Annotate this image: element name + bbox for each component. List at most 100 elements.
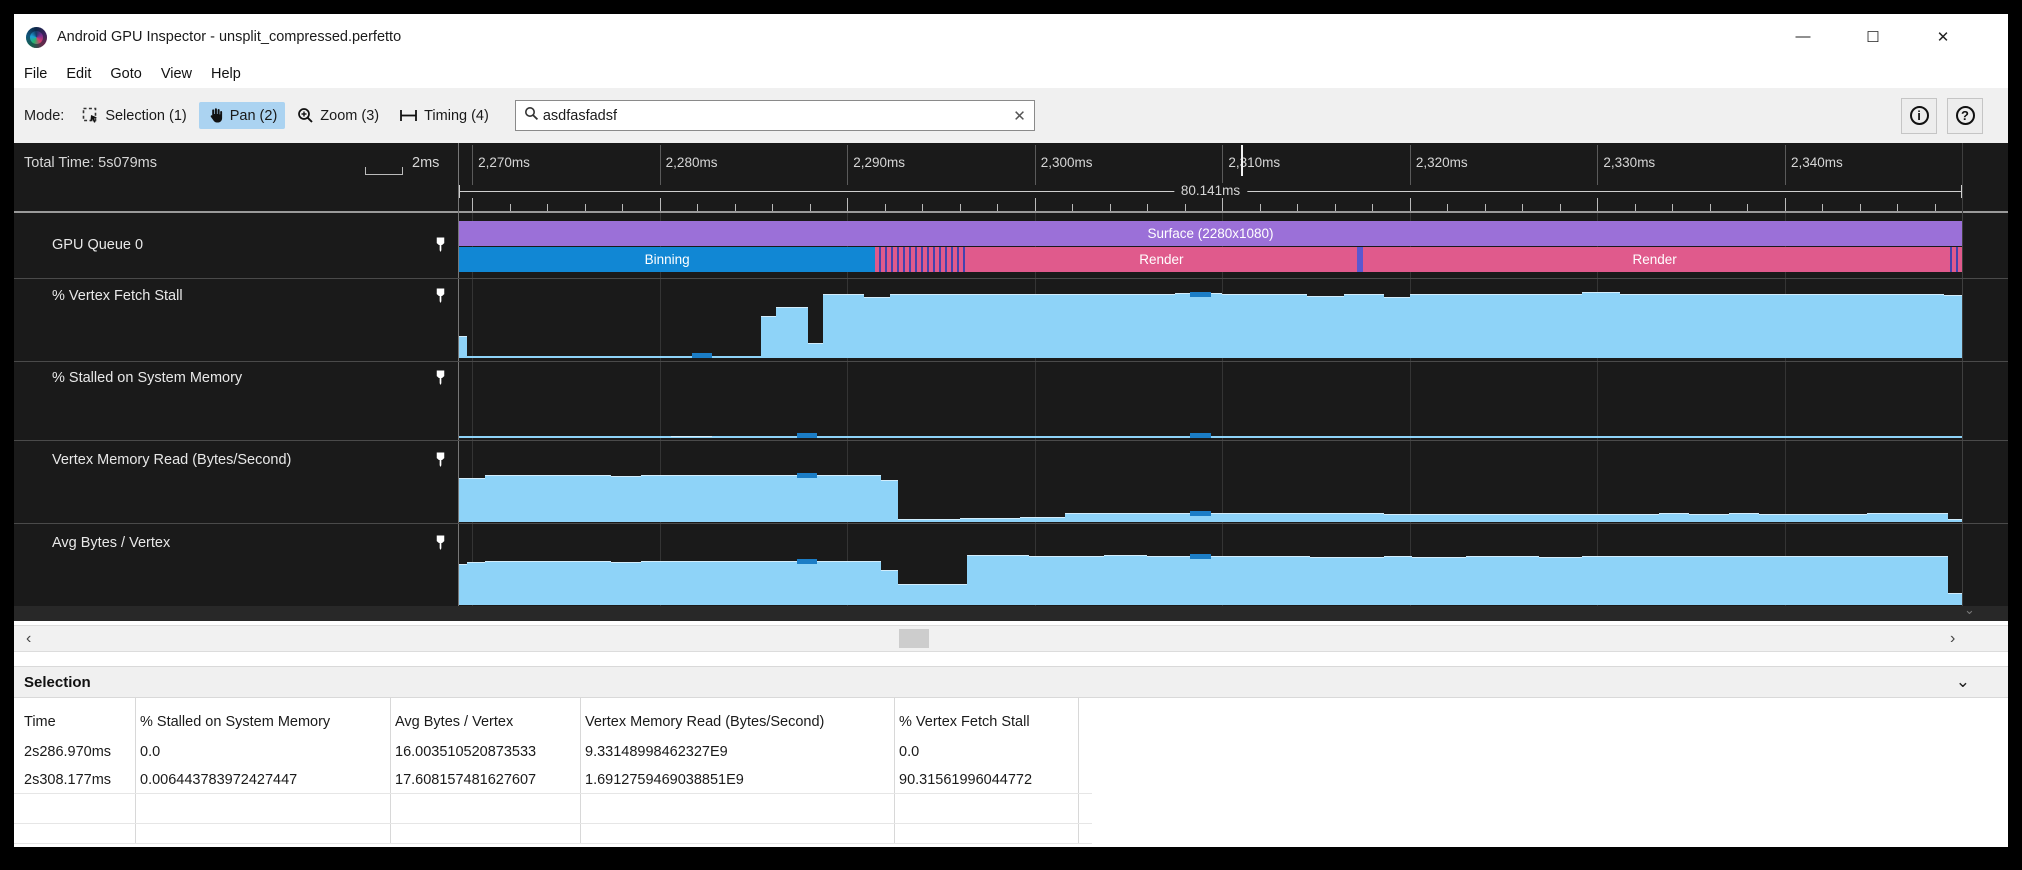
counter-step[interactable] [715, 475, 745, 522]
counter-step[interactable] [897, 519, 960, 522]
table-row-cell[interactable]: 17.608157481627607 [395, 772, 537, 788]
counter-step[interactable] [459, 564, 467, 605]
counter-step[interactable] [1859, 294, 1945, 358]
counter-step[interactable] [466, 562, 486, 605]
counter-step[interactable] [959, 518, 1020, 522]
counter-step[interactable] [1582, 556, 1660, 605]
pin-icon[interactable] [433, 237, 448, 254]
counter-step[interactable] [1310, 557, 1384, 605]
counter-step[interactable] [485, 475, 611, 522]
counter-step[interactable] [1064, 513, 1236, 522]
counter-step[interactable] [1147, 556, 1311, 605]
counter-step[interactable] [1944, 295, 1962, 358]
counter-step[interactable] [1539, 557, 1583, 605]
counter-step[interactable] [670, 436, 713, 438]
mode-selection-button[interactable]: Selection (1) [74, 102, 194, 129]
counter-step[interactable] [864, 297, 891, 358]
counter-step[interactable] [1466, 556, 1540, 605]
slice-surface[interactable]: Surface (2280x1080) [459, 221, 1962, 246]
counter-step[interactable] [775, 307, 808, 358]
slice-binning[interactable]: Binning [459, 247, 876, 272]
scrollbar-thumb[interactable] [899, 629, 929, 648]
counter-step[interactable] [967, 555, 1030, 605]
clear-search-icon[interactable]: ✕ [1013, 107, 1026, 125]
counter-step[interactable] [1619, 294, 1673, 358]
counter-step[interactable] [1383, 556, 1412, 605]
menu-file[interactable]: File [24, 66, 48, 82]
counter-step[interactable] [459, 336, 467, 358]
counter-step[interactable] [1728, 556, 1785, 605]
menu-help[interactable]: Help [210, 66, 241, 82]
counter-step[interactable] [1784, 294, 1860, 358]
table-row-cell[interactable]: 2s286.970ms [24, 744, 112, 760]
table-row-cell[interactable]: 0.0 [899, 744, 920, 760]
counter-track-2[interactable] [459, 366, 1962, 438]
mode-timing-button[interactable]: Timing (4) [391, 102, 497, 129]
counter-step[interactable] [1948, 593, 1962, 605]
table-row-cell[interactable]: 1.6912759469038851E9 [585, 772, 744, 788]
col-header-avg-bytes[interactable]: Avg Bytes / Vertex [395, 714, 514, 730]
counter-step[interactable] [1758, 514, 1868, 522]
slice-render[interactable]: Render [965, 247, 1358, 272]
counter-step[interactable] [1409, 294, 1583, 358]
counter-step[interactable] [1867, 556, 1949, 605]
counter-step[interactable] [1659, 513, 1690, 522]
pin-icon[interactable] [433, 535, 448, 552]
counter-step[interactable] [1175, 293, 1223, 358]
counter-step[interactable] [1728, 513, 1759, 522]
col-header-vfs[interactable]: % Vertex Fetch Stall [899, 714, 1030, 730]
counter-step[interactable] [760, 316, 776, 358]
slice-striped[interactable] [1946, 247, 1962, 272]
counter-step[interactable] [897, 584, 968, 605]
info-button[interactable]: i [1901, 97, 1937, 134]
table-row-cell[interactable]: 16.003510520873533 [395, 744, 537, 760]
counter-step[interactable] [485, 561, 611, 605]
pin-icon[interactable] [433, 370, 448, 387]
horizontal-scrollbar[interactable]: ‹ › [14, 625, 2008, 652]
counter-step[interactable] [1672, 294, 1785, 358]
counter-step[interactable] [459, 478, 486, 522]
pin-icon[interactable] [433, 288, 448, 305]
counter-step[interactable] [744, 561, 881, 605]
counter-step[interactable] [1104, 555, 1148, 605]
counter-step[interactable] [1019, 517, 1065, 522]
counter-track-1[interactable] [459, 283, 1962, 358]
menu-view[interactable]: View [160, 66, 192, 82]
counter-step[interactable] [1659, 556, 1729, 605]
counter-step[interactable] [1278, 294, 1307, 358]
counter-step[interactable] [1235, 513, 1384, 522]
table-row-cell[interactable]: 0.0 [140, 744, 161, 760]
counter-step[interactable] [1689, 514, 1729, 522]
counter-step[interactable] [822, 294, 865, 358]
timeline-panel[interactable]: 2,270ms 2,280ms 2,290ms 2,300ms 2,310ms 2,320… [14, 143, 2008, 621]
slice-divider[interactable] [1357, 247, 1363, 272]
close-button[interactable]: ✕ [1936, 29, 1950, 46]
slice-striped[interactable] [875, 247, 966, 272]
counter-step[interactable] [1222, 294, 1279, 358]
counter-step[interactable] [1383, 514, 1660, 522]
counter-step[interactable] [1784, 556, 1868, 605]
scroll-right-arrow-icon[interactable]: › [1950, 629, 1956, 647]
table-row-cell[interactable]: 2s308.177ms [24, 772, 112, 788]
search-input[interactable] [538, 107, 1014, 124]
counter-step[interactable] [744, 475, 881, 522]
menu-goto[interactable]: Goto [110, 66, 142, 82]
counter-step[interactable] [1344, 294, 1384, 358]
help-button[interactable]: ? [1947, 97, 1983, 134]
counter-step[interactable] [880, 480, 898, 522]
counter-step[interactable] [610, 562, 641, 605]
col-header-stalled[interactable]: % Stalled on System Memory [140, 714, 331, 730]
counter-track-3[interactable] [459, 445, 1962, 522]
counter-step[interactable] [1072, 294, 1176, 358]
counter-step[interactable] [890, 294, 1073, 358]
chevron-down-icon[interactable]: ⌄ [1955, 672, 1970, 691]
counter-step[interactable] [807, 343, 823, 358]
table-row-cell[interactable]: 9.33148998462327E9 [585, 744, 728, 760]
minimize-button[interactable]: — [1795, 28, 1811, 45]
counter-step[interactable] [880, 570, 898, 605]
mode-pan-button[interactable]: Pan (2) [198, 102, 286, 129]
maximize-button[interactable]: ☐ [1866, 29, 1880, 46]
col-header-vertex-mem[interactable]: Vertex Memory Read (Bytes/Second) [585, 714, 825, 730]
counter-track-4[interactable] [459, 528, 1962, 605]
menu-edit[interactable]: Edit [66, 66, 92, 82]
